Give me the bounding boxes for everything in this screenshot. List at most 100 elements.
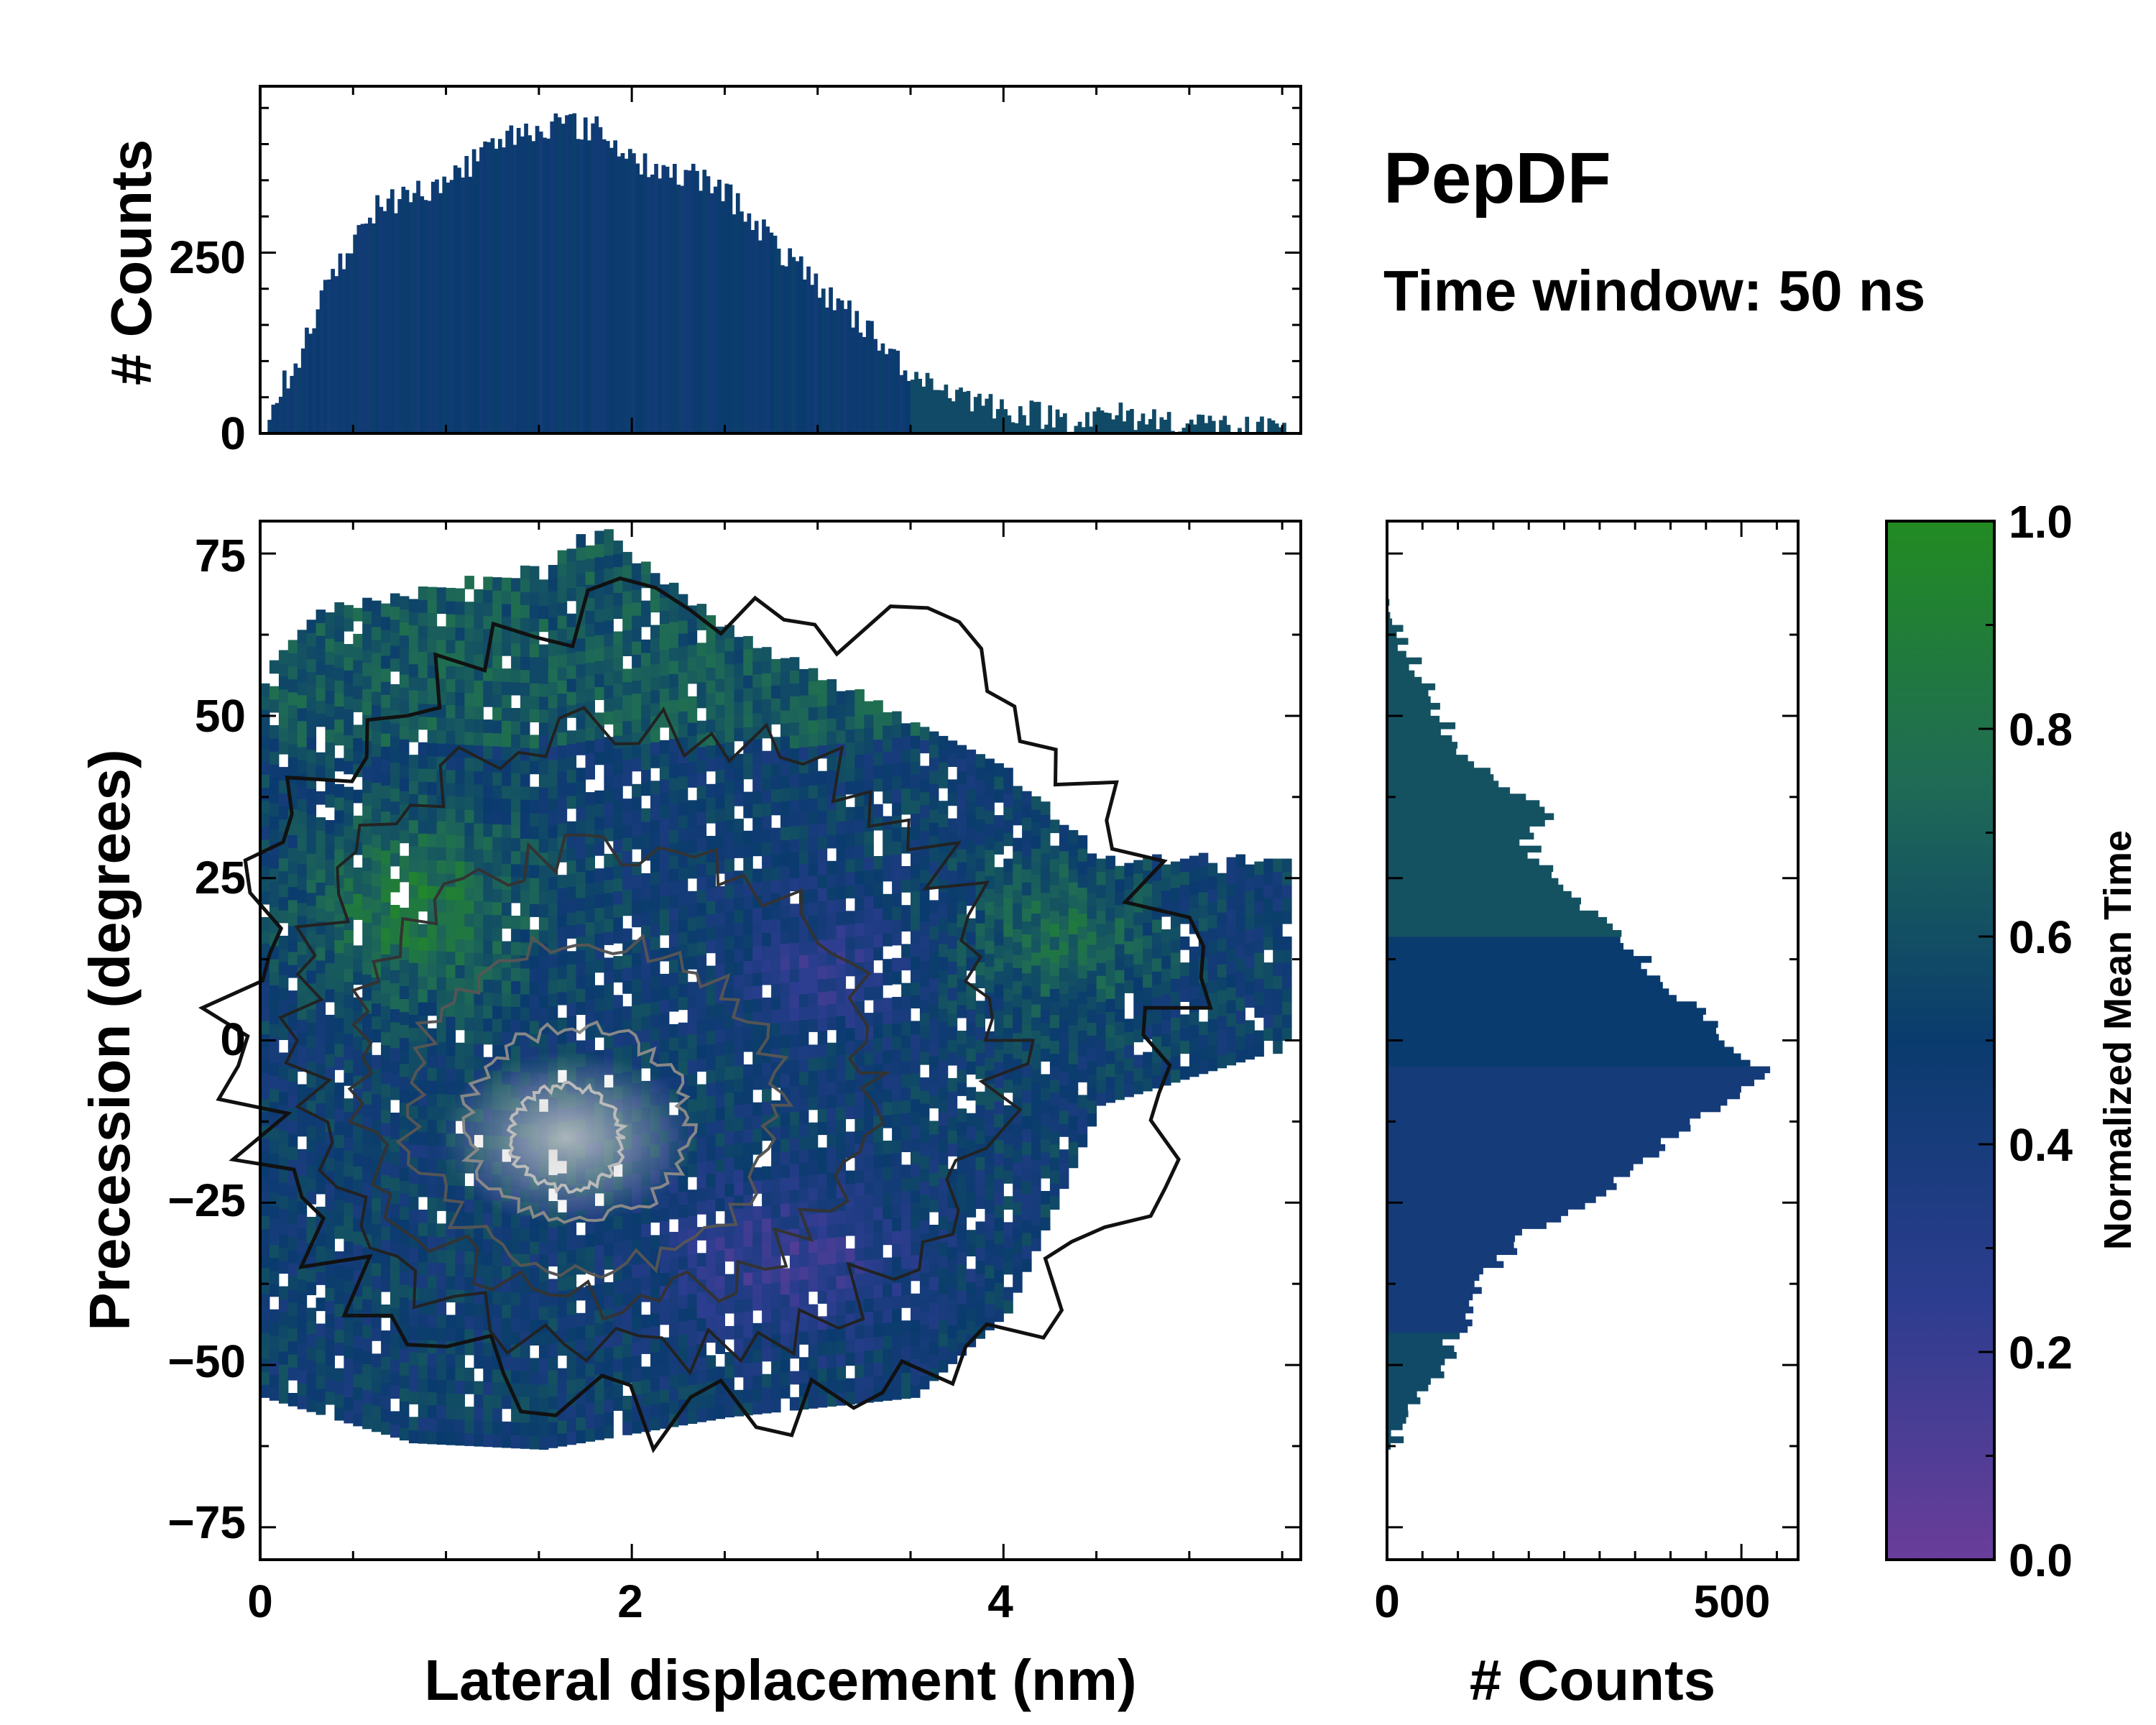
heatmap-cell: [566, 1275, 577, 1289]
heatmap-cell: [260, 761, 270, 775]
heatmap-cell: [1068, 1051, 1079, 1064]
heatmap-cell: [325, 651, 335, 665]
heatmap-cell: [427, 1210, 438, 1224]
heatmap-cell: [985, 901, 995, 915]
heatmap-cell: [1133, 860, 1143, 874]
heatmap-cell: [408, 1170, 419, 1184]
heatmap-cell: [446, 666, 456, 679]
heatmap-cell: [334, 1044, 344, 1057]
heatmap-cell: [836, 1041, 847, 1055]
heatmap-cell: [632, 836, 642, 850]
heatmap-cell: [529, 735, 540, 749]
heatmap-cell: [1068, 1024, 1079, 1039]
heatmap-cell: [492, 745, 502, 760]
heatmap-cell: [613, 579, 623, 593]
heatmap-cell: [287, 951, 298, 965]
heatmap-cell: [696, 746, 707, 760]
heatmap-cell: [372, 1107, 382, 1121]
heatmap-cell: [464, 913, 474, 927]
heatmap-cell: [427, 807, 438, 822]
heatmap-cell: [762, 750, 772, 765]
heatmap-cell: [566, 1328, 577, 1341]
heatmap-cell: [511, 773, 521, 786]
heatmap-cell: [938, 1307, 949, 1321]
heatmap-cell: [344, 696, 354, 709]
heatmap-cell: [911, 1384, 921, 1398]
heatmap-cell: [306, 814, 317, 828]
heatmap-cell: [994, 957, 1004, 972]
heatmap-cell: [911, 865, 921, 879]
heatmap-cell: [1041, 840, 1051, 854]
heatmap-cell: [566, 1029, 577, 1043]
heatmap-cell: [911, 930, 921, 944]
heatmap-cell: [390, 697, 400, 711]
heatmap-cell: [808, 719, 819, 734]
heatmap-cell: [1049, 1118, 1060, 1132]
heatmap-cell: [353, 880, 363, 894]
heatmap-cell: [1105, 972, 1115, 986]
heatmap-cell: [1087, 918, 1097, 932]
heatmap-cell: [408, 1183, 419, 1197]
heatmap-cell: [576, 781, 586, 794]
heatmap-cell: [873, 934, 883, 948]
heatmap-cell: [372, 665, 382, 679]
heatmap-cell: [715, 678, 725, 692]
heatmap-cell: [1124, 967, 1134, 980]
heatmap-cell: [724, 768, 734, 781]
heatmap-cell: [483, 1381, 493, 1395]
heatmap-cell: [771, 1009, 781, 1024]
heatmap-cell: [297, 759, 308, 773]
heatmap-cell: [315, 972, 326, 987]
heatmap-cell: [306, 1359, 317, 1374]
heatmap-cell: [845, 703, 855, 717]
heatmap-cell: [1059, 1175, 1069, 1190]
heatmap-cell: [659, 1337, 670, 1351]
heatmap-cell: [548, 967, 558, 981]
heatmap-cell: [985, 1096, 995, 1110]
heatmap-cell: [919, 986, 930, 1000]
heatmap-cell: [864, 765, 874, 780]
heatmap-cell: [492, 862, 502, 877]
heatmap-cell: [399, 752, 410, 765]
heatmap-cell: [938, 1021, 949, 1035]
heatmap-cell: [1041, 892, 1051, 906]
heatmap-cell: [864, 1142, 874, 1156]
heatmap-cell: [911, 1254, 921, 1269]
heatmap-cell: [492, 1018, 502, 1032]
heatmap-cell: [901, 1164, 911, 1179]
heatmap-cell: [901, 1113, 911, 1126]
heatmap-cell: [1105, 855, 1115, 870]
heatmap-cell: [826, 1121, 837, 1134]
heatmap-cell: [668, 790, 679, 804]
heatmap-cell: [752, 947, 763, 960]
heatmap-cell: [808, 953, 819, 967]
heatmap-cell: [864, 844, 874, 857]
heatmap-cell: [957, 1134, 967, 1149]
heatmap-cell: [798, 1071, 809, 1085]
heatmap-cell: [390, 619, 400, 633]
heatmap-cell: [966, 1164, 977, 1179]
heatmap-cell: [892, 763, 902, 777]
heatmap-cell: [566, 587, 577, 602]
heatmap-cell: [418, 599, 428, 613]
heatmap-cell: [502, 630, 512, 643]
heatmap-cell: [938, 995, 949, 1009]
heatmap-cell: [557, 965, 568, 980]
heatmap-cell: [650, 1378, 660, 1392]
heatmap-cell: [696, 668, 707, 683]
heatmap-cell: [483, 602, 493, 617]
heatmap-cell: [632, 589, 642, 603]
heatmap-cell: [474, 836, 484, 850]
heatmap-cell: [399, 998, 410, 1013]
heatmap-cell: [780, 709, 791, 724]
heatmap-cell: [911, 735, 921, 749]
heatmap-cell: [622, 1396, 632, 1409]
heatmap-cell: [808, 1395, 819, 1409]
heatmap-cell: [957, 836, 967, 850]
heatmap-cell: [696, 643, 707, 656]
heatmap-cell: [780, 1203, 791, 1217]
heatmap-cell: [947, 1298, 958, 1312]
heatmap-cell: [873, 882, 883, 896]
heatmap-cell: [557, 875, 568, 888]
heatmap-cell: [418, 859, 428, 873]
